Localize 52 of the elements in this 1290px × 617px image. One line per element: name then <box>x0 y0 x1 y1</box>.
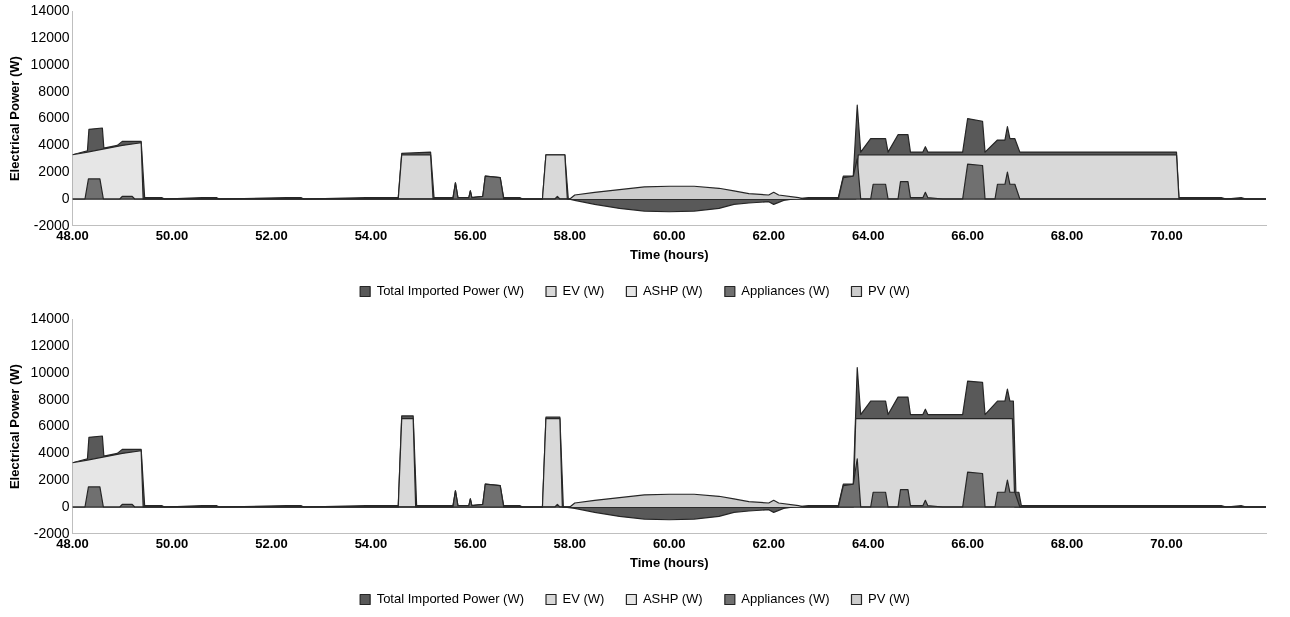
legend-label: ASHP (W) <box>642 283 703 299</box>
y-tick-label: 2000 <box>38 163 70 180</box>
y-tick-label: 6000 <box>38 109 70 126</box>
y-tick-label: 0 <box>61 497 70 514</box>
y-tick-label: 4000 <box>38 444 70 461</box>
x-tick-label: 68.00 <box>1050 536 1084 552</box>
x-tick-label: 50.00 <box>155 228 189 244</box>
y-tick-label: 12000 <box>30 29 70 46</box>
legend-label: Total Imported Power (W) <box>376 283 525 299</box>
legend-label: PV (W) <box>867 283 910 299</box>
y-tick-label: 10000 <box>30 55 70 72</box>
x-axis-title: Time (hours) <box>630 246 709 262</box>
x-tick-label: 66.00 <box>951 536 984 552</box>
x-tick-label: 68.00 <box>1050 228 1084 244</box>
legend-label: Total Imported Power (W) <box>376 591 525 607</box>
x-tick-label: 52.00 <box>255 228 288 244</box>
x-tick-label: 56.00 <box>454 228 487 244</box>
x-tick-label: 66.00 <box>951 228 984 244</box>
legend-label: ASHP (W) <box>642 591 703 607</box>
y-tick-label: 4000 <box>38 136 70 153</box>
y-axis-title: Electrical Power (W) <box>7 364 23 490</box>
x-axis-title: Time (hours) <box>630 554 709 570</box>
y-axis-title: Electrical Power (W) <box>7 56 23 182</box>
x-tick-label: 62.00 <box>752 228 785 244</box>
y-tick-label: 8000 <box>38 390 70 407</box>
y-tick-label: 10000 <box>30 363 70 380</box>
legend-label: Appliances (W) <box>741 591 830 607</box>
x-tick-label: 64.00 <box>851 228 885 244</box>
x-tick-label: 60.00 <box>652 228 686 244</box>
y-tick-label: 12000 <box>30 337 70 354</box>
legend-label: PV (W) <box>867 591 910 607</box>
x-tick-label: 58.00 <box>553 228 587 244</box>
x-tick-label: 64.00 <box>851 536 885 552</box>
y-tick-label: 14000 <box>30 310 70 327</box>
y-tick-label: 2000 <box>38 471 70 488</box>
y-tick-label: 6000 <box>38 417 70 434</box>
x-tick-label: 60.00 <box>652 536 686 552</box>
x-tick-label: 54.00 <box>354 536 388 552</box>
x-tick-label: 50.00 <box>155 536 189 552</box>
x-tick-label: 70.00 <box>1150 536 1183 552</box>
x-tick-label: 54.00 <box>354 228 388 244</box>
legend-label: Appliances (W) <box>741 283 830 299</box>
x-tick-label: 62.00 <box>752 536 785 552</box>
x-tick-label: 56.00 <box>454 536 487 552</box>
x-tick-label: 52.00 <box>255 536 288 552</box>
y-tick-label: 0 <box>61 189 70 206</box>
legend-label: EV (W) <box>562 591 605 607</box>
x-tick-label: 70.00 <box>1150 228 1183 244</box>
x-tick-label: 58.00 <box>553 536 587 552</box>
y-tick-label: 8000 <box>38 82 70 99</box>
legend-label: EV (W) <box>562 283 605 299</box>
y-tick-label: 14000 <box>30 2 70 19</box>
